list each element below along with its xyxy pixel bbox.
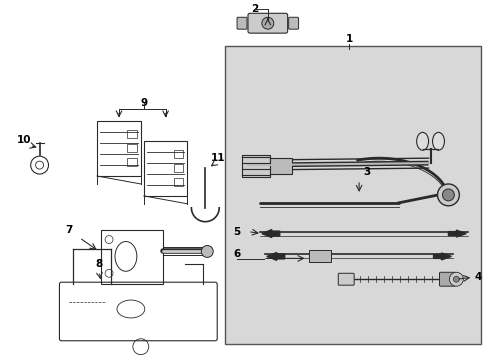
Bar — [173, 164, 183, 172]
Ellipse shape — [432, 132, 444, 150]
Text: 8: 8 — [95, 259, 102, 269]
FancyArrow shape — [266, 252, 284, 260]
Bar — [269, 158, 291, 174]
Text: 9: 9 — [140, 98, 147, 108]
Bar — [224, 46, 480, 344]
FancyBboxPatch shape — [338, 273, 353, 285]
Bar — [242, 155, 269, 177]
FancyArrow shape — [433, 253, 450, 260]
Circle shape — [201, 246, 213, 257]
Text: 6: 6 — [233, 249, 240, 260]
Bar — [127, 158, 137, 166]
Circle shape — [452, 276, 458, 282]
Circle shape — [437, 184, 458, 206]
Bar — [309, 251, 331, 262]
FancyArrow shape — [447, 230, 466, 237]
Text: 1: 1 — [345, 34, 352, 44]
Text: 4: 4 — [473, 272, 481, 282]
Ellipse shape — [416, 132, 427, 150]
FancyBboxPatch shape — [247, 13, 287, 33]
FancyArrow shape — [262, 230, 279, 238]
Bar — [173, 178, 183, 186]
FancyBboxPatch shape — [439, 272, 454, 286]
Text: 2: 2 — [251, 4, 258, 14]
Bar — [143, 141, 187, 196]
Text: 5: 5 — [233, 226, 240, 237]
Bar — [173, 150, 183, 158]
Bar — [97, 121, 141, 176]
Circle shape — [442, 189, 453, 201]
Bar — [127, 144, 137, 152]
Bar — [127, 130, 137, 138]
Text: 10: 10 — [17, 135, 31, 145]
FancyBboxPatch shape — [237, 17, 246, 29]
Circle shape — [448, 272, 462, 286]
FancyBboxPatch shape — [288, 17, 298, 29]
Bar — [101, 230, 163, 284]
Circle shape — [262, 17, 273, 29]
Text: 11: 11 — [210, 153, 225, 163]
Text: 3: 3 — [363, 167, 370, 177]
Text: 7: 7 — [65, 225, 73, 235]
